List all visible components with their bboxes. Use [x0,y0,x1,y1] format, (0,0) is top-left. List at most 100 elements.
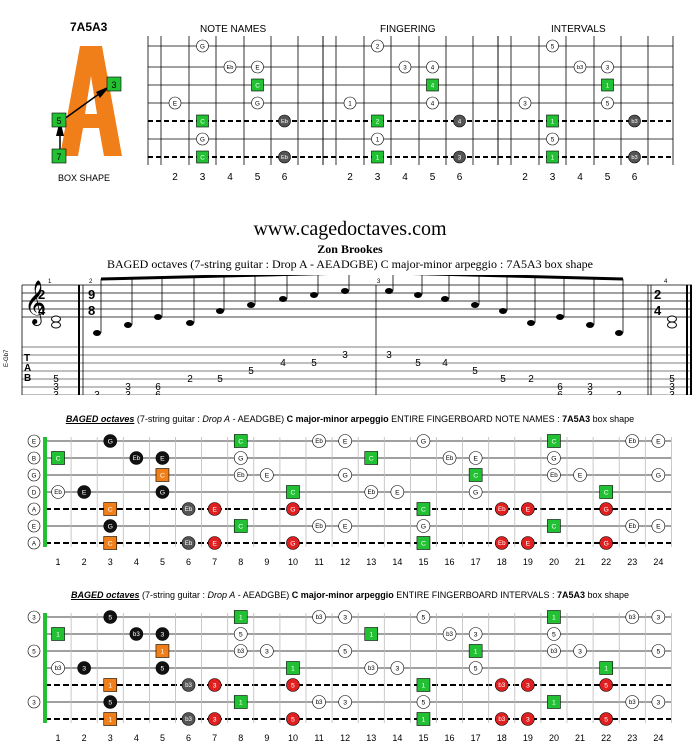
fret-number: 4 [134,557,139,567]
notes-marker-26: G [155,485,170,499]
notes-open-string-3: D [27,485,41,499]
notes-marker-41: C [233,519,248,533]
intervals-marker-49: b3 [181,712,196,726]
svg-text:1: 1 [606,82,610,89]
subtitle: BAGED octaves (7-string guitar : Drop A … [106,257,593,271]
intervals-marker-25: 3 [77,661,91,675]
notes-marker-36: C [416,502,431,516]
svg-text:b3: b3 [316,699,323,706]
svg-text:G: G [342,472,347,479]
svg-text:3: 3 [32,614,36,621]
svg-text:C: C [200,154,205,161]
box-shape-caption: BOX SHAPE [58,173,111,183]
intervals-marker-28: b3 [364,661,379,675]
notehead [586,322,594,328]
small-fret-number: 3 [550,172,556,183]
svg-text:G: G [160,489,165,496]
notes-marker-3: E [338,434,352,448]
svg-text:1: 1 [552,614,556,621]
intervals-marker-54: 3 [521,712,535,726]
intervals-marker-1: 1 [233,610,248,624]
svg-text:G: G [290,540,295,547]
intervals-marker-26: 5 [155,661,170,675]
svg-text:5: 5 [56,116,61,126]
fret-number: 15 [418,557,428,567]
fret-number: 2 [82,557,87,567]
fret-number: 4 [134,733,139,743]
half-note [51,315,61,323]
nut [43,613,47,723]
small-marker-fingering-2: 4 [426,60,439,74]
notehead [385,288,393,294]
fret-number: 8 [238,733,243,743]
intervals-marker-40: 5 [103,695,118,709]
small-marker-note_names-10: Eb [278,150,291,164]
fret-number: 22 [601,557,611,567]
svg-text:C: C [108,506,113,513]
intervals-marker-43: 3 [338,695,352,709]
svg-text:Eb: Eb [628,523,636,530]
half-note [667,321,677,329]
fret-number: 14 [392,557,402,567]
small-marker-note_names-8: G [196,132,209,146]
fret-number: 20 [549,557,559,567]
fret-number: 1 [56,733,61,743]
intervals-marker-44: 5 [416,695,431,709]
notes-marker-40: G [103,519,118,533]
small-fret-number: 4 [577,172,583,183]
fret-number: 10 [288,733,298,743]
notehead [279,296,287,302]
fret-number: 8 [238,557,243,567]
small-fret-number: 3 [200,172,206,183]
svg-text:G: G [551,455,556,462]
notes-open-string-6: A [27,536,41,550]
panel-title-intervals: INTERVALS [551,24,606,35]
intervals-marker-52: 1 [416,712,431,726]
svg-text:E: E [255,64,259,71]
notes-marker-32: C [103,502,118,516]
intervals-marker-18: 3 [260,644,274,658]
intervals-marker-39: 5 [599,678,613,692]
notes-marker-19: G [338,468,352,482]
notes-marker-15: G [547,451,561,465]
svg-text:Eb: Eb [281,119,288,125]
svg-text:Eb: Eb [281,155,288,161]
intervals-marker-9: b3 [129,627,144,641]
small-marker-note_names-1: Eb [223,60,237,74]
tab-number: 3 [125,382,131,393]
svg-text:b3: b3 [551,648,558,655]
intervals-marker-10: 3 [155,627,170,641]
half-note [51,321,61,329]
fret-number: 7 [212,733,217,743]
notehead [471,302,479,308]
time-sig-bottom: 4 [654,303,662,318]
notes-marker-31: C [599,485,613,499]
svg-text:3: 3 [213,716,217,723]
tab-number: 3 [53,390,59,395]
svg-text:b3: b3 [185,682,192,689]
intervals-marker-23: 5 [651,644,666,658]
tab-number: 5 [53,374,59,385]
measure-number: 3 [377,279,381,285]
intervals-marker-15: 5 [547,627,561,641]
fret-number: 12 [340,557,350,567]
svg-text:G: G [238,455,243,462]
notehead [615,330,623,336]
marker-3 [106,76,122,92]
tab-number: 2 [528,374,534,385]
intervals-marker-35: 5 [286,678,300,692]
intervals-marker-32: 1 [103,678,118,692]
svg-text:Eb: Eb [498,506,506,513]
svg-text:5: 5 [656,648,660,655]
fret-number: 22 [601,733,611,743]
notes-marker-47: E [651,519,666,533]
author: Zon Brookes [317,242,383,256]
svg-text:C: C [160,472,165,479]
tab-number: 5 [500,374,506,385]
fret-number: 12 [340,733,350,743]
small-fret-number: 6 [632,172,638,183]
fret-number: 21 [575,557,585,567]
svg-text:5: 5 [108,699,112,706]
fullboard-intervals-title: BAGED octaves (7-string guitar : Drop A … [70,590,630,600]
notes-open-string-2: G [27,468,41,482]
